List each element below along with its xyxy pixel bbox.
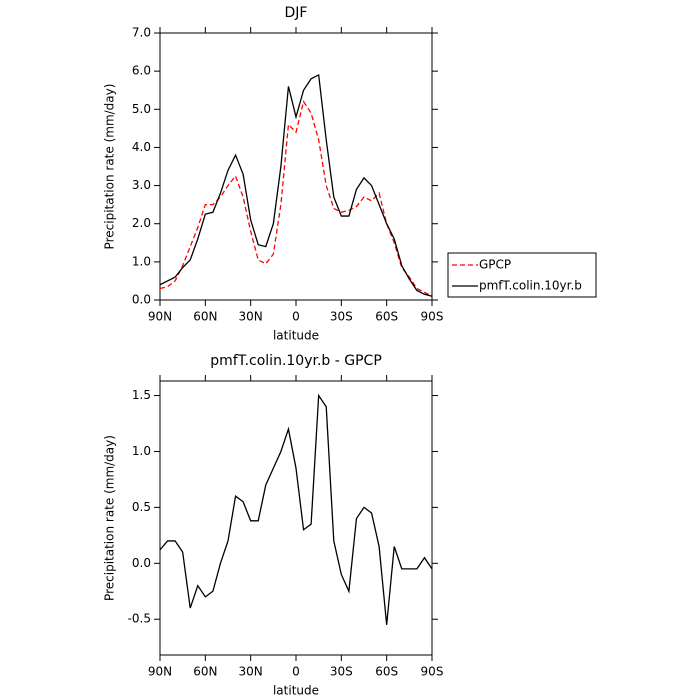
x-tick-label: 30S: [330, 310, 353, 324]
y-tick-label: 1.0: [132, 444, 151, 458]
legend-box: [447, 252, 597, 298]
y-tick-label: 5.0: [132, 102, 151, 116]
x-tick-label: 60S: [375, 665, 398, 679]
y-axis-label: Precipitation rate (mm/day): [103, 84, 117, 250]
chart-title: DJF: [285, 5, 308, 21]
y-tick-label: 3.0: [132, 178, 151, 192]
legend-label: GPCP: [479, 258, 511, 272]
x-tick-label: 90S: [421, 665, 444, 679]
data-line: [159, 100, 433, 297]
y-tick-label: 1.5: [132, 388, 151, 402]
x-tick-label: 30N: [239, 665, 263, 679]
x-tick-label: 0: [292, 310, 300, 324]
x-tick-label: 60N: [193, 665, 217, 679]
y-tick-label: 4.0: [132, 140, 151, 154]
data-line: [159, 73, 433, 297]
x-tick-label: 30S: [330, 665, 353, 679]
x-tick-label: 0: [292, 665, 300, 679]
legend: GPCP pmfT.colin.10yr.b: [447, 252, 597, 298]
panel: pmfT.colin.10yr.b - GPCP latitude Precipit…: [103, 353, 444, 698]
x-axis-label: latitude: [273, 329, 319, 343]
chart-title: pmfT.colin.10yr.b - GPCP: [210, 353, 382, 369]
x-tick-label: 60N: [193, 310, 217, 324]
y-tick-label: 1.0: [132, 254, 151, 268]
data-line: [159, 393, 433, 625]
x-tick-label: 90N: [148, 310, 172, 324]
plot-frame: [159, 380, 433, 656]
y-tick-label: 6.0: [132, 64, 151, 78]
y-tick-label: -0.5: [128, 612, 151, 626]
y-tick-label: 2.0: [132, 216, 151, 230]
y-tick-label: 0.0: [132, 293, 151, 307]
plot-frame: [159, 32, 433, 301]
x-tick-label: 90N: [148, 665, 172, 679]
x-tick-label: 90S: [421, 310, 444, 324]
legend-label: pmfT.colin.10yr.b: [479, 279, 582, 293]
panel: DJF latitude Precipitation rate (mm/day) 0.…: [103, 5, 597, 343]
x-tick-label: 60S: [375, 310, 398, 324]
y-tick-label: 0.5: [132, 500, 151, 514]
y-tick-label: 7.0: [132, 26, 151, 40]
x-axis-label: latitude: [273, 684, 319, 698]
y-axis-label: Precipitation rate (mm/day): [103, 435, 117, 601]
y-tick-label: 0.0: [132, 556, 151, 570]
x-tick-label: 30N: [239, 310, 263, 324]
